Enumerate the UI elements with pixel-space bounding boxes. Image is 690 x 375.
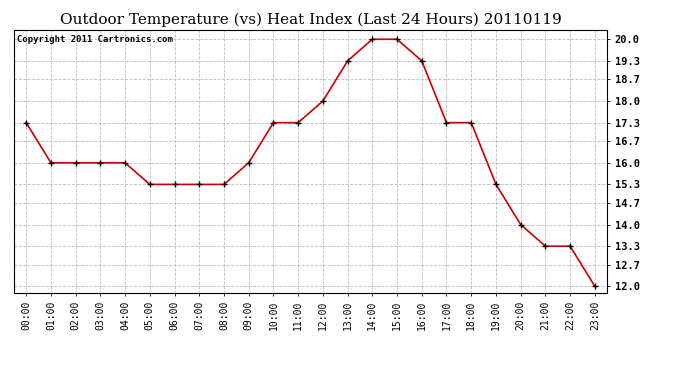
Title: Outdoor Temperature (vs) Heat Index (Last 24 Hours) 20110119: Outdoor Temperature (vs) Heat Index (Las… — [59, 13, 562, 27]
Text: Copyright 2011 Cartronics.com: Copyright 2011 Cartronics.com — [17, 35, 172, 44]
